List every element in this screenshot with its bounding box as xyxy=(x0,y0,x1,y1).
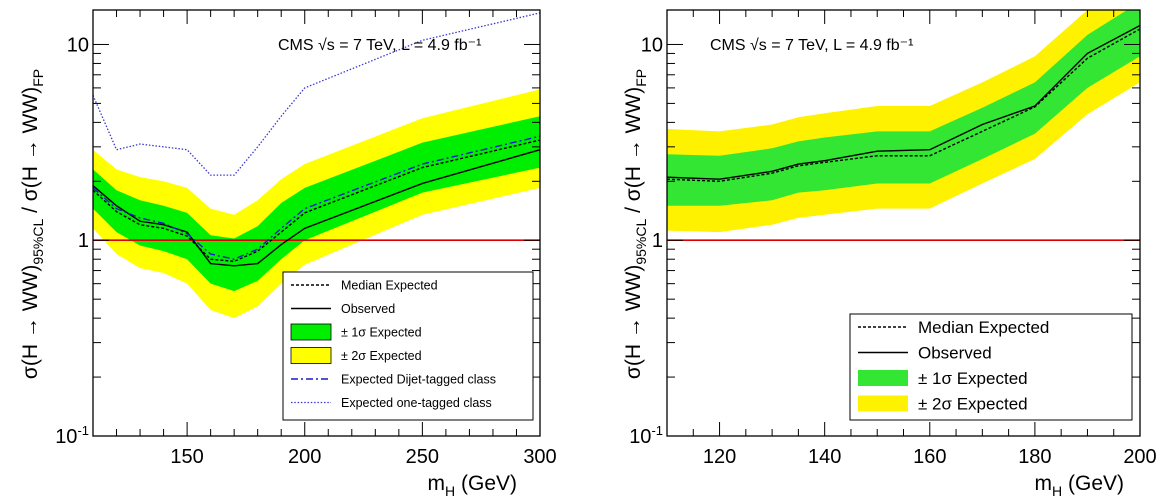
legend-swatch-band1 xyxy=(290,323,332,341)
series-line-median xyxy=(667,28,1140,183)
legend-label-band1: ± 1σ Expected xyxy=(341,326,422,340)
x-axis-label-sub: H xyxy=(1052,483,1062,499)
y-axis-label-part: / σ(H → WW) xyxy=(622,87,645,219)
series-line-observed xyxy=(93,149,540,267)
series-line-observed xyxy=(667,24,1140,180)
cms-annotation: CMS √s = 7 TeV, L = 4.9 fb⁻¹ xyxy=(278,37,481,54)
x-axis-label-part: (GeV) xyxy=(455,472,517,495)
plot-area xyxy=(667,10,1140,242)
y-tick-exponent: -1 xyxy=(651,423,663,438)
y-axis-label-part: σ(H → WW) xyxy=(622,265,645,379)
plot-area xyxy=(93,12,540,319)
x-axis-label-part: m xyxy=(428,472,446,495)
x-tick-label: 200 xyxy=(288,446,321,468)
y-tick-exponent: -1 xyxy=(77,423,89,438)
x-axis-label-part: m xyxy=(1035,472,1053,495)
legend-label-dijet: Expected Dijet-tagged class xyxy=(341,373,496,387)
x-axis-label: mH (GeV) xyxy=(428,472,517,499)
legend-label-median: Median Expected xyxy=(918,318,1049,337)
y-tick-label: 10 xyxy=(641,34,663,56)
y-tick-base: 10 xyxy=(629,426,651,448)
legend-label-band1: ± 1σ Expected xyxy=(918,369,1028,388)
series-line-dijet xyxy=(93,135,540,260)
series-line-onetag xyxy=(93,12,540,176)
band-1sigma xyxy=(93,116,540,292)
x-tick-label: 140 xyxy=(808,446,841,468)
y-axis-label-sub: 95%CL xyxy=(30,219,46,265)
cms-annotation: CMS √s = 7 TeV, L = 4.9 fb⁻¹ xyxy=(710,37,913,54)
legend: Median Expected Observed ± 1σ Expected ± 2σ… xyxy=(849,313,1133,421)
legend: Median Expected Observed ± 1σ Expected ± 2σ… xyxy=(282,271,534,421)
y-tick-base: 10 xyxy=(67,34,89,56)
legend-swatch-band2 xyxy=(290,347,332,364)
y-tick-base: 10 xyxy=(55,426,77,448)
legend-label-observed: Observed xyxy=(918,344,992,363)
x-tick-label: 250 xyxy=(406,446,439,468)
legend-label-band2: ± 2σ Expected xyxy=(918,395,1028,414)
y-tick-base: 1 xyxy=(652,230,663,252)
band-1sigma xyxy=(667,10,1140,206)
legend-label-observed: Observed xyxy=(341,302,395,316)
y-tick-label: 10-1 xyxy=(55,423,89,448)
y-tick-base: 1 xyxy=(78,230,89,252)
legend-swatch-band2 xyxy=(858,395,908,412)
legend-label-band2: ± 2σ Expected xyxy=(341,349,422,363)
y-tick-label: 1 xyxy=(78,230,89,252)
x-tick-label: 160 xyxy=(913,446,946,468)
legend-label-median: Median Expected xyxy=(341,279,438,293)
x-axis-label: mH (GeV) xyxy=(1035,472,1124,499)
legend-label-onetag: Expected one-tagged class xyxy=(341,396,492,410)
plot-frame xyxy=(92,9,541,437)
y-axis-label: σ(H → WW)95%CL / σ(H → WW)FP xyxy=(19,69,46,379)
x-tick-label: 120 xyxy=(703,446,736,468)
x-tick-label: 180 xyxy=(1018,446,1051,468)
x-tick-label: 150 xyxy=(170,446,203,468)
y-tick-label: 10-1 xyxy=(629,423,663,448)
y-tick-label: 10 xyxy=(67,34,89,56)
y-axis-label-sub: FP xyxy=(633,69,649,87)
y-tick-base: 10 xyxy=(641,34,663,56)
x-axis-label-part: (GeV) xyxy=(1062,472,1124,495)
series-line-median xyxy=(93,139,540,263)
legend-swatch-band1 xyxy=(858,370,908,386)
x-tick-label: 200 xyxy=(1123,446,1156,468)
y-axis-label: σ(H → WW)95%CL / σ(H → WW)FP xyxy=(622,69,649,379)
legend-box xyxy=(282,271,534,421)
y-axis-label-part: σ(H → WW) xyxy=(19,265,42,379)
y-axis-label-part: / σ(H → WW) xyxy=(19,87,42,219)
y-tick-label: 1 xyxy=(652,230,663,252)
x-tick-label: 300 xyxy=(523,446,556,468)
y-axis-label-sub: FP xyxy=(30,69,46,87)
y-axis-label-sub: 95%CL xyxy=(633,219,649,265)
x-axis-label-sub: H xyxy=(445,483,455,499)
